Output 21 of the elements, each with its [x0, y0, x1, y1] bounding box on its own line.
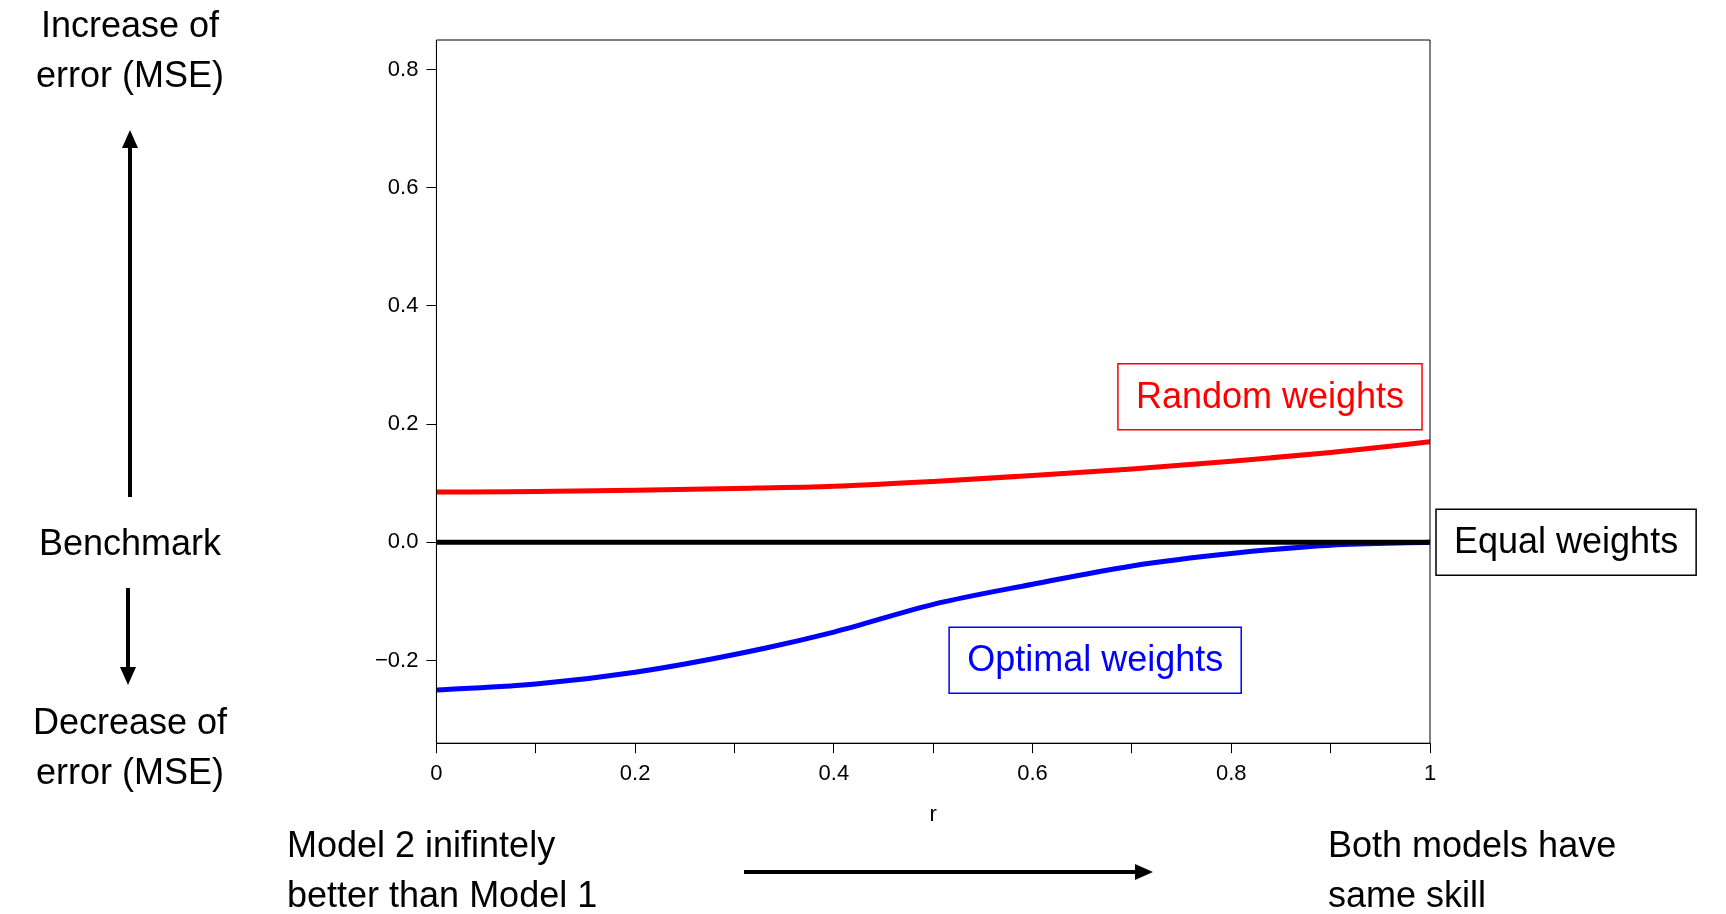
x-axis-title: r — [929, 800, 937, 826]
x-tick-label: 0.4 — [818, 760, 850, 786]
series-label: Optimal weights — [967, 638, 1224, 680]
series-label: Equal weights — [1454, 520, 1679, 562]
text: Increase of error (MSE) — [35, 3, 225, 97]
x-tick-label: 0.8 — [1215, 760, 1247, 786]
y-tick-label: 0.8 — [387, 55, 419, 81]
x-tick-label: 1 — [1423, 760, 1437, 786]
x-tick-label: 0.2 — [619, 760, 651, 786]
y-tick-label: 0.0 — [387, 528, 419, 554]
y-tick-label: 0.4 — [387, 291, 419, 317]
text: Benchmark — [37, 521, 223, 565]
x-tick-label: 0 — [430, 760, 443, 786]
x-tick-label: 0.6 — [1017, 760, 1048, 786]
y-tick-label: 0.6 — [387, 173, 419, 199]
series-label: Random weights — [1135, 374, 1405, 416]
text: Decrease of error (MSE) — [31, 700, 229, 794]
text: Model 2 inifintely better than Model 1 — [287, 823, 599, 914]
y-tick-label: 0.2 — [387, 410, 419, 436]
y-tick-label: −0.2 — [374, 646, 419, 672]
text: Both models have same skill — [1328, 823, 1618, 914]
